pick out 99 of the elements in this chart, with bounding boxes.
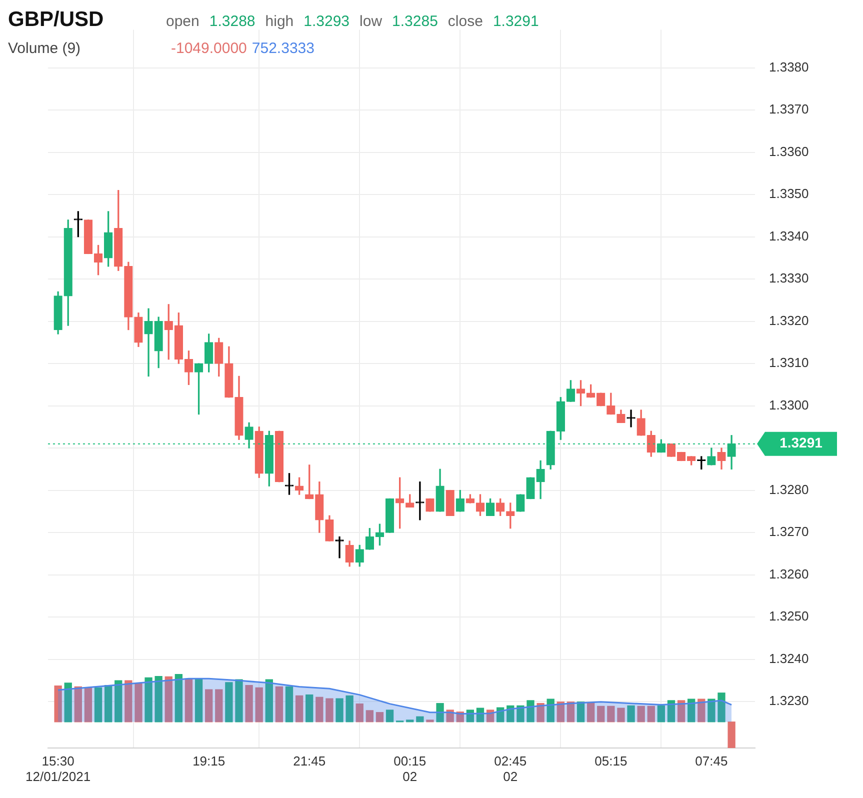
y-tick-label: 1.3270 <box>769 524 809 540</box>
y-tick-label: 1.3250 <box>769 608 809 624</box>
bar <box>566 702 575 722</box>
candlestick <box>335 536 344 558</box>
candlestick <box>144 308 153 377</box>
bar <box>174 674 183 722</box>
x-tick-label: 00:15 02 <box>394 753 426 784</box>
bar <box>124 680 132 722</box>
annotation: close <box>448 13 483 30</box>
y-tick-label: 1.3230 <box>769 693 809 708</box>
y-tick-label: 1.3240 <box>769 650 809 666</box>
bar <box>627 705 635 722</box>
bar <box>94 687 102 722</box>
y-tick-label: 1.3280 <box>769 482 809 497</box>
bar <box>597 706 605 722</box>
bar <box>225 682 233 722</box>
annotation: low <box>360 13 382 30</box>
bar <box>306 694 314 722</box>
annotation: 752.3333 <box>252 40 314 57</box>
y-tick-label: 1.3360 <box>769 144 809 159</box>
x-tick-label: 19:15 <box>192 753 226 768</box>
chart-title: GBP/USD <box>8 8 105 32</box>
annotation: 1.3291 <box>492 13 539 30</box>
bar <box>657 705 666 722</box>
bar <box>184 678 193 722</box>
bar <box>134 684 142 722</box>
bar <box>215 689 223 722</box>
bar <box>376 712 384 722</box>
annotation: 1.3288 <box>209 13 256 30</box>
x-tick-label: 07:45 <box>695 753 728 768</box>
annotation: 1.3293 <box>304 13 350 30</box>
ref-line-label: 1.3291 <box>780 434 823 451</box>
bar <box>245 684 253 722</box>
candlestick <box>416 482 424 520</box>
annotation: open <box>166 13 200 30</box>
bar <box>356 703 364 722</box>
bar <box>346 695 354 722</box>
bar <box>285 686 294 722</box>
bar <box>326 698 334 722</box>
x-tick-label: 02:45 02 <box>494 753 527 784</box>
bar <box>718 692 726 722</box>
bar <box>255 687 263 722</box>
bar <box>526 700 534 722</box>
bar <box>295 695 304 722</box>
bar <box>336 698 344 722</box>
bar <box>416 716 424 722</box>
bar <box>576 702 585 722</box>
bar <box>617 708 625 722</box>
candlestick <box>626 410 636 428</box>
x-tick-label: 05:15 <box>594 753 628 768</box>
bar <box>708 698 716 722</box>
y-tick-label: 1.3370 <box>769 102 809 117</box>
bar <box>164 676 172 722</box>
bar <box>205 689 213 722</box>
bar <box>698 698 706 722</box>
chart-title: Volume (9) <box>8 40 82 57</box>
bar <box>586 702 595 722</box>
bar <box>265 679 273 722</box>
bar <box>647 706 655 722</box>
y-tick-label: 1.3380 <box>769 59 809 74</box>
bar <box>104 684 112 722</box>
bar <box>607 706 615 722</box>
bar <box>536 703 544 722</box>
bar <box>316 696 324 722</box>
bar <box>688 698 696 722</box>
annotation: 1.3285 <box>392 13 438 30</box>
bar <box>728 722 736 748</box>
bar <box>556 702 564 722</box>
x-tick-label: 21:45 <box>293 753 326 768</box>
y-tick-label: 1.3260 <box>769 566 809 582</box>
y-tick-label: 1.3300 <box>769 397 809 412</box>
bar <box>406 720 414 722</box>
y-tick-label: 1.3330 <box>769 270 809 286</box>
y-tick-label: 1.3320 <box>769 312 809 328</box>
bar <box>436 703 444 722</box>
bar <box>366 710 374 722</box>
bar <box>546 698 554 722</box>
y-tick-label: 1.3340 <box>769 228 809 244</box>
bar <box>54 685 62 722</box>
bar <box>516 705 524 722</box>
bar <box>667 700 676 722</box>
bar <box>64 682 72 722</box>
bar <box>194 678 203 722</box>
bar <box>144 677 152 722</box>
annotation: -1049.0000 <box>171 40 247 57</box>
bar <box>74 686 82 722</box>
x-tick-label: 15:30 12/01/2021 <box>26 753 91 784</box>
bar <box>637 706 645 722</box>
annotation: high <box>265 13 294 30</box>
bar <box>275 686 284 722</box>
y-tick-label: 1.3310 <box>769 355 809 370</box>
bar <box>114 680 122 722</box>
bar <box>154 676 162 722</box>
bar <box>386 710 394 722</box>
y-tick-label: 1.3350 <box>769 186 809 202</box>
bar <box>84 687 92 722</box>
bar <box>426 720 434 722</box>
bar <box>235 679 243 722</box>
bar <box>677 700 686 722</box>
